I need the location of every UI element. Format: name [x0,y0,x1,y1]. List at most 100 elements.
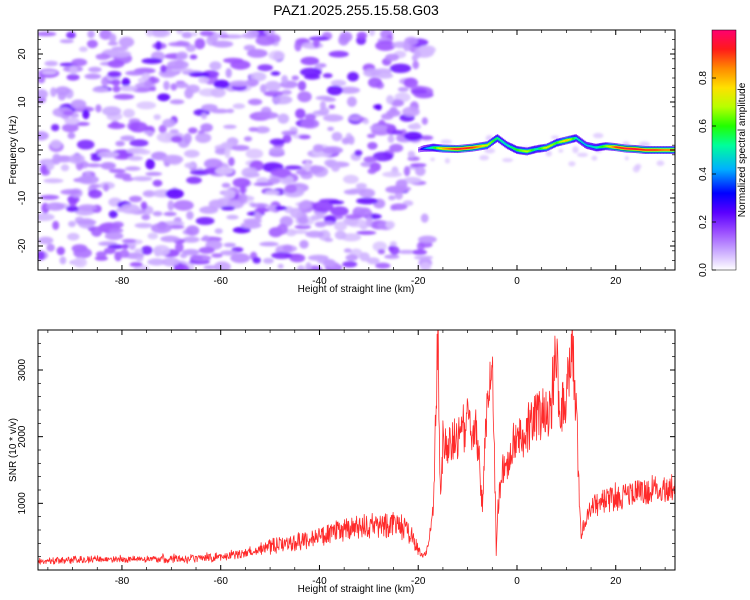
noise-blob [389,143,404,153]
noise-blob [86,163,102,168]
noise-blob [76,139,95,150]
signal-cell [428,147,431,149]
noise-blob [289,229,309,234]
signal-cell [600,145,603,148]
signal-cell [627,147,629,150]
noise-blob [186,211,194,220]
noise-blob [78,204,97,212]
noise-blob [331,131,343,142]
noise-blob [213,79,230,89]
noise-blob [304,113,317,121]
noise-blob [161,257,180,267]
spectrogram-x-axis: -80 -60 -40 -20 0 20 [47,30,666,287]
noise-blob [160,64,167,73]
signal-cell [616,146,619,149]
signal-cell [662,149,665,151]
noise-blob [183,133,192,144]
y-tick-label: 1000 [17,492,28,515]
spectrogram-y-axis: -20 -10 0 10 20 [17,29,675,271]
noise-blob [61,123,79,133]
noise-blob [129,121,148,133]
signal-cell [508,145,511,148]
noise-blob [558,149,564,153]
signal-cell [554,142,557,145]
noise-blob [94,256,108,261]
signal-cell [523,150,525,152]
noise-blob [121,238,137,244]
noise-blob [412,60,420,70]
noise-blob [51,124,60,132]
noise-blob [144,79,153,88]
noise-blob [40,164,48,175]
signal-cell [524,150,527,153]
noise-blob [77,175,99,185]
noise-blob [95,251,107,258]
signal-cell [634,148,637,150]
noise-blob [55,86,71,96]
signal-cell [499,139,502,142]
noise-blob [281,130,298,136]
noise-blob [186,176,202,184]
colorbar-tick-label: 0.4 [698,167,709,181]
signal-cell [473,146,475,149]
noise-blob [218,34,229,39]
signal-cell [527,150,530,152]
signal-cell [650,149,653,151]
noise-blob [367,142,378,150]
noise-blob [420,213,429,223]
signal-cell [649,149,651,151]
noise-blob [403,176,422,184]
noise-blob [299,240,309,249]
signal-cell [425,147,428,150]
signal-cell [664,149,666,151]
noise-blob [166,60,189,70]
noise-blob [149,86,157,92]
signal-cell [535,148,537,151]
noise-blob [247,98,263,106]
noise-blob [38,31,57,37]
noise-blob [188,72,210,78]
signal-cell [434,146,437,149]
signal-cell [450,147,453,150]
noise-blob [334,230,347,240]
signal-cell [567,138,570,141]
signal-cell [652,149,654,151]
signal-cell [633,148,635,150]
signal-cell [624,147,626,150]
noise-blob [67,132,76,140]
noise-blob [104,231,124,241]
noise-blob [184,162,196,169]
signal-cell [513,147,515,150]
noise-blob [209,61,222,71]
signal-cell [655,149,657,151]
noise-blob [163,80,170,91]
spectrogram-x-label: Height of straight line (km) [298,284,415,295]
colorbar-label: Normalized spectral amplitude [737,82,748,217]
signal-cell [441,147,444,150]
signal-cell [647,149,650,151]
noise-blob [395,179,408,190]
signal-cell [520,149,523,152]
noise-blob [129,195,142,203]
noise-blob [389,246,400,255]
noise-blob [385,53,400,62]
noise-blob [328,50,349,58]
noise-blob [220,141,235,150]
noise-blob [52,153,62,165]
x-tick-label: -60 [213,576,228,587]
signal-cell [422,147,425,150]
noise-blob [122,108,135,118]
noise-blob [410,163,427,168]
noise-blob [300,67,322,77]
signal-cell [541,147,543,150]
noise-blob [372,151,394,162]
signal-cell [452,147,454,150]
noise-blob [103,183,110,192]
noise-blob [319,100,327,110]
signal-cell [584,143,586,146]
signal-cell [467,147,469,149]
noise-blob [269,138,286,146]
noise-blob [239,185,247,194]
signal-cell [474,146,477,149]
noise-blob [304,161,312,172]
